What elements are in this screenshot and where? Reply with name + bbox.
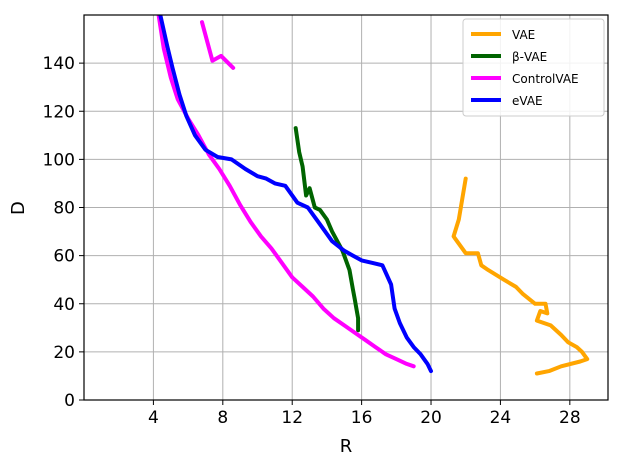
- y-tick-label: 0: [64, 391, 75, 411]
- y-tick-label: 40: [53, 295, 75, 315]
- x-axis-label: R: [340, 436, 353, 457]
- series-line--vae: [293, 126, 361, 333]
- y-tick-label: 140: [43, 54, 75, 74]
- x-tick-label: 16: [351, 408, 373, 428]
- legend-label: eVAE: [512, 94, 543, 108]
- series-line-controlvae: [156, 15, 416, 369]
- legend-label: ControlVAE: [512, 72, 579, 86]
- legend-label: VAE: [512, 28, 535, 42]
- x-tick-label: 12: [281, 408, 303, 428]
- legend-label: β-VAE: [512, 50, 547, 64]
- tick-layer: 4 8 12 16 20 24 28 0 20 40 60 80 100 120 140: [43, 54, 581, 428]
- series-layer: [156, 15, 590, 376]
- y-axis-label: D: [8, 201, 29, 215]
- y-tick-label: 20: [53, 343, 75, 363]
- y-tick-label: 100: [43, 150, 75, 170]
- x-tick-label: 8: [217, 408, 228, 428]
- y-tick-label: 60: [53, 247, 75, 267]
- series-line-controlvae-extra: [200, 20, 236, 70]
- series-line-vae: [451, 176, 590, 376]
- x-tick-label: 28: [559, 408, 581, 428]
- x-tick-label: 4: [148, 408, 159, 428]
- legend-box: [462, 18, 605, 117]
- y-tick-label: 120: [43, 102, 75, 122]
- series-line-evae: [158, 15, 433, 374]
- x-tick-label: 20: [420, 408, 442, 428]
- legend: VAE β-VAE ControlVAE eVAE: [462, 18, 605, 117]
- y-tick-label: 80: [53, 199, 75, 219]
- x-tick-label: 24: [490, 408, 512, 428]
